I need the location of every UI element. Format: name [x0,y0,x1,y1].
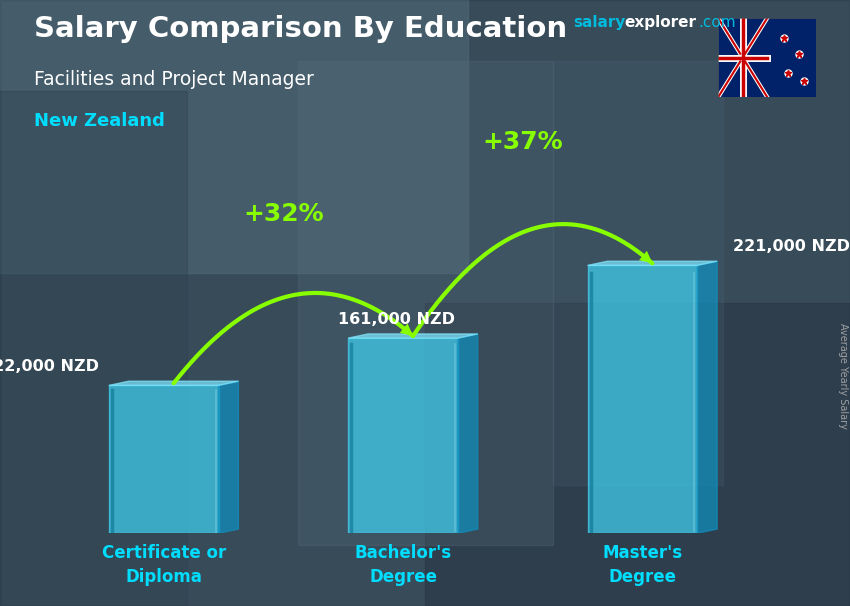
Text: explorer: explorer [625,15,697,30]
Text: salary: salary [574,15,626,30]
Bar [0,91,187,606]
Bar [587,265,697,533]
Text: Average Yearly Salary: Average Yearly Salary [838,323,848,428]
Text: Salary Comparison By Education: Salary Comparison By Education [34,15,567,43]
Polygon shape [348,334,478,338]
Text: 161,000 NZD: 161,000 NZD [338,311,456,327]
Bar [552,61,722,485]
Polygon shape [109,381,239,385]
Text: Facilities and Project Manager: Facilities and Project Manager [34,70,314,88]
Text: +37%: +37% [483,130,563,154]
Bar [109,385,218,533]
Polygon shape [697,261,717,533]
Bar [298,61,552,545]
Bar [425,303,850,606]
Bar [348,338,458,533]
Polygon shape [218,381,239,533]
Bar [0,0,468,273]
Text: New Zealand: New Zealand [34,112,165,130]
Text: 122,000 NZD: 122,000 NZD [0,359,99,374]
Polygon shape [587,261,717,265]
Text: 221,000 NZD: 221,000 NZD [734,239,850,254]
Text: .com: .com [699,15,736,30]
Text: +32%: +32% [243,202,324,227]
Polygon shape [458,334,478,533]
